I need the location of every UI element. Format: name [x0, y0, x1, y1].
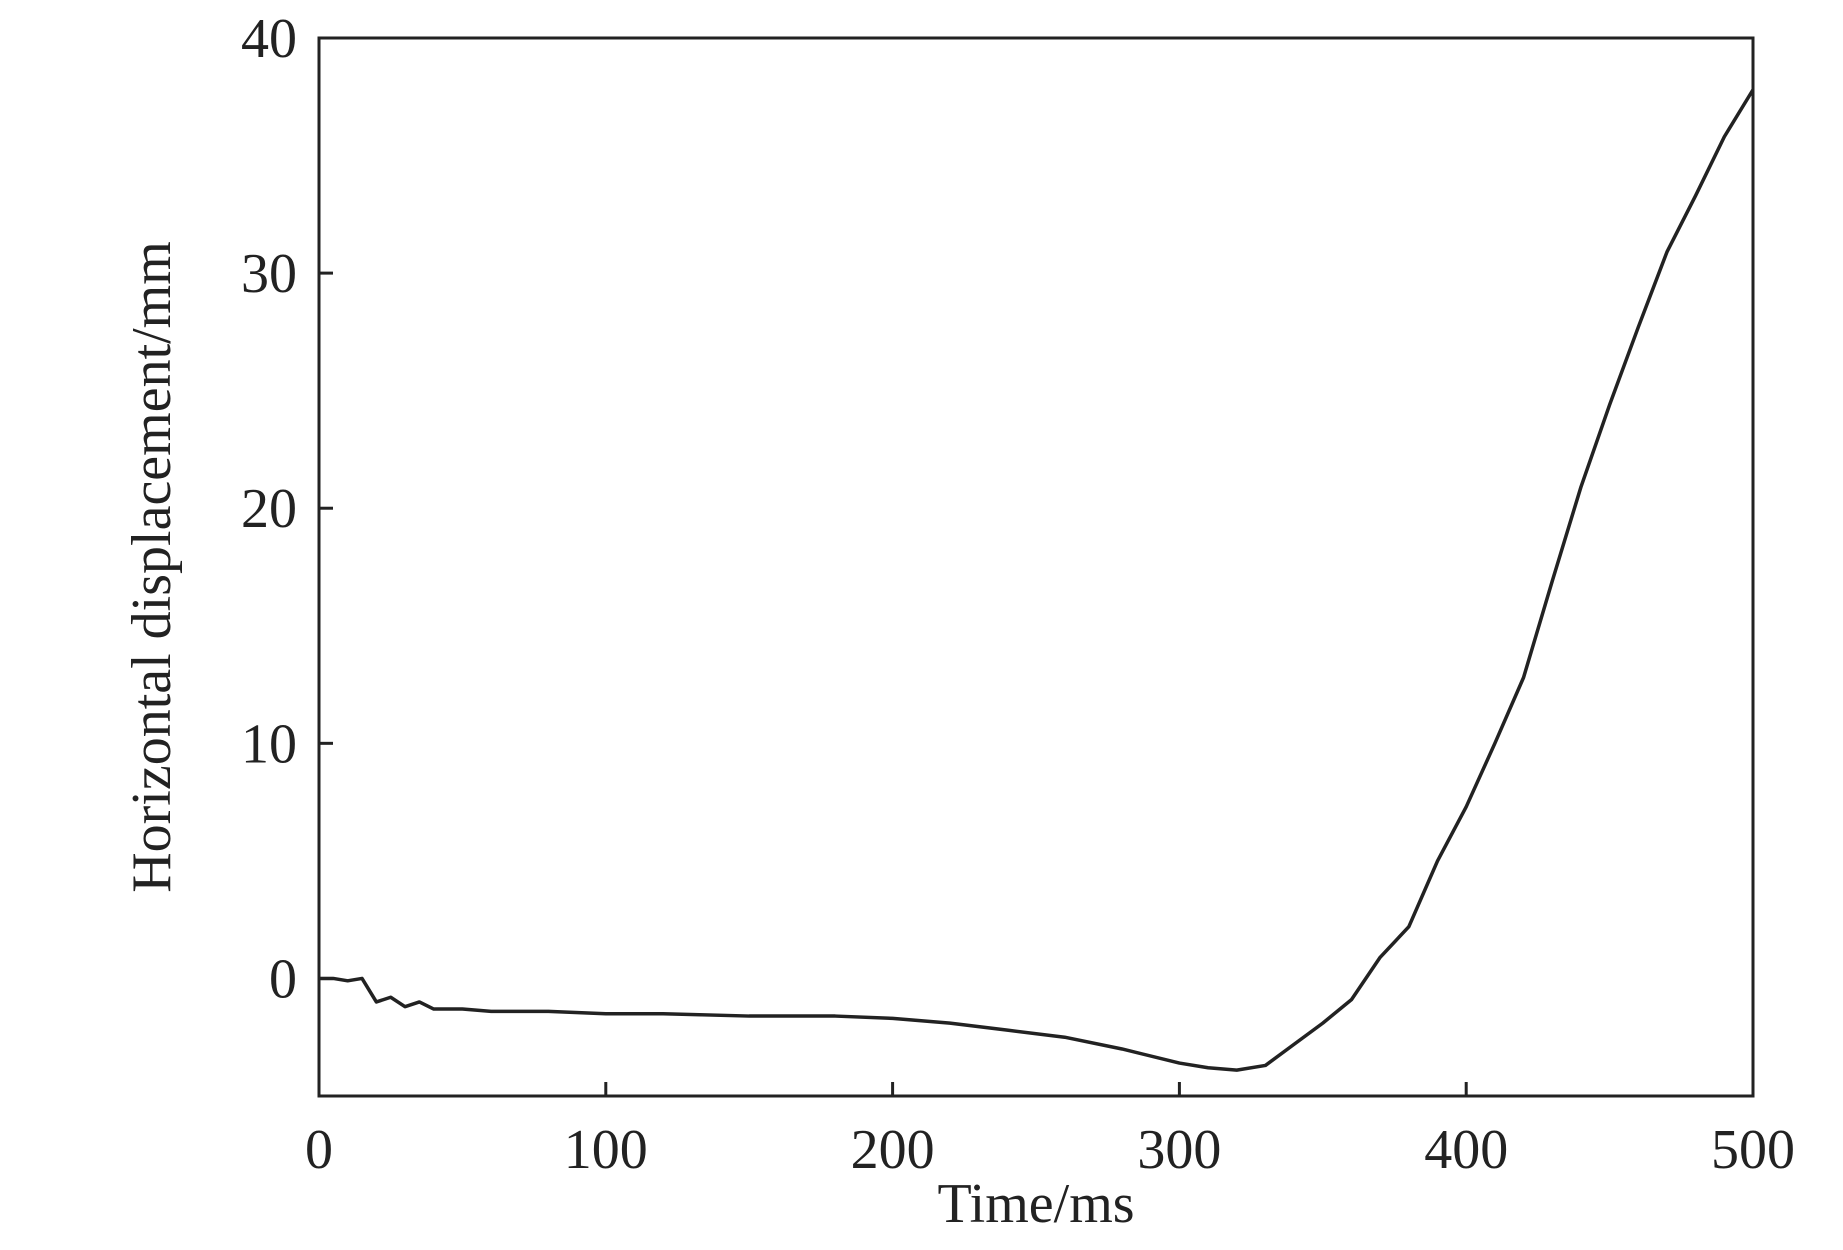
x-tick-label: 500 — [1711, 1119, 1795, 1181]
y-axis-label: Horizontal displacement/mm — [121, 241, 183, 893]
y-tick-label: 30 — [241, 243, 297, 305]
y-tick-label: 10 — [241, 713, 297, 775]
y-tick-label: 0 — [269, 948, 297, 1010]
data-line — [319, 88, 1755, 1072]
x-tick-label: 100 — [564, 1119, 648, 1181]
y-tick-label: 20 — [241, 478, 297, 540]
x-tick-label: 200 — [851, 1119, 935, 1181]
x-tick-label: 0 — [305, 1119, 333, 1181]
x-tick-label: 400 — [1424, 1119, 1508, 1181]
y-tick-label: 40 — [241, 8, 297, 70]
x-axis-label: Time/ms — [937, 1173, 1134, 1235]
plot-frame — [317, 36, 1755, 1098]
x-tick-label: 300 — [1137, 1119, 1221, 1181]
